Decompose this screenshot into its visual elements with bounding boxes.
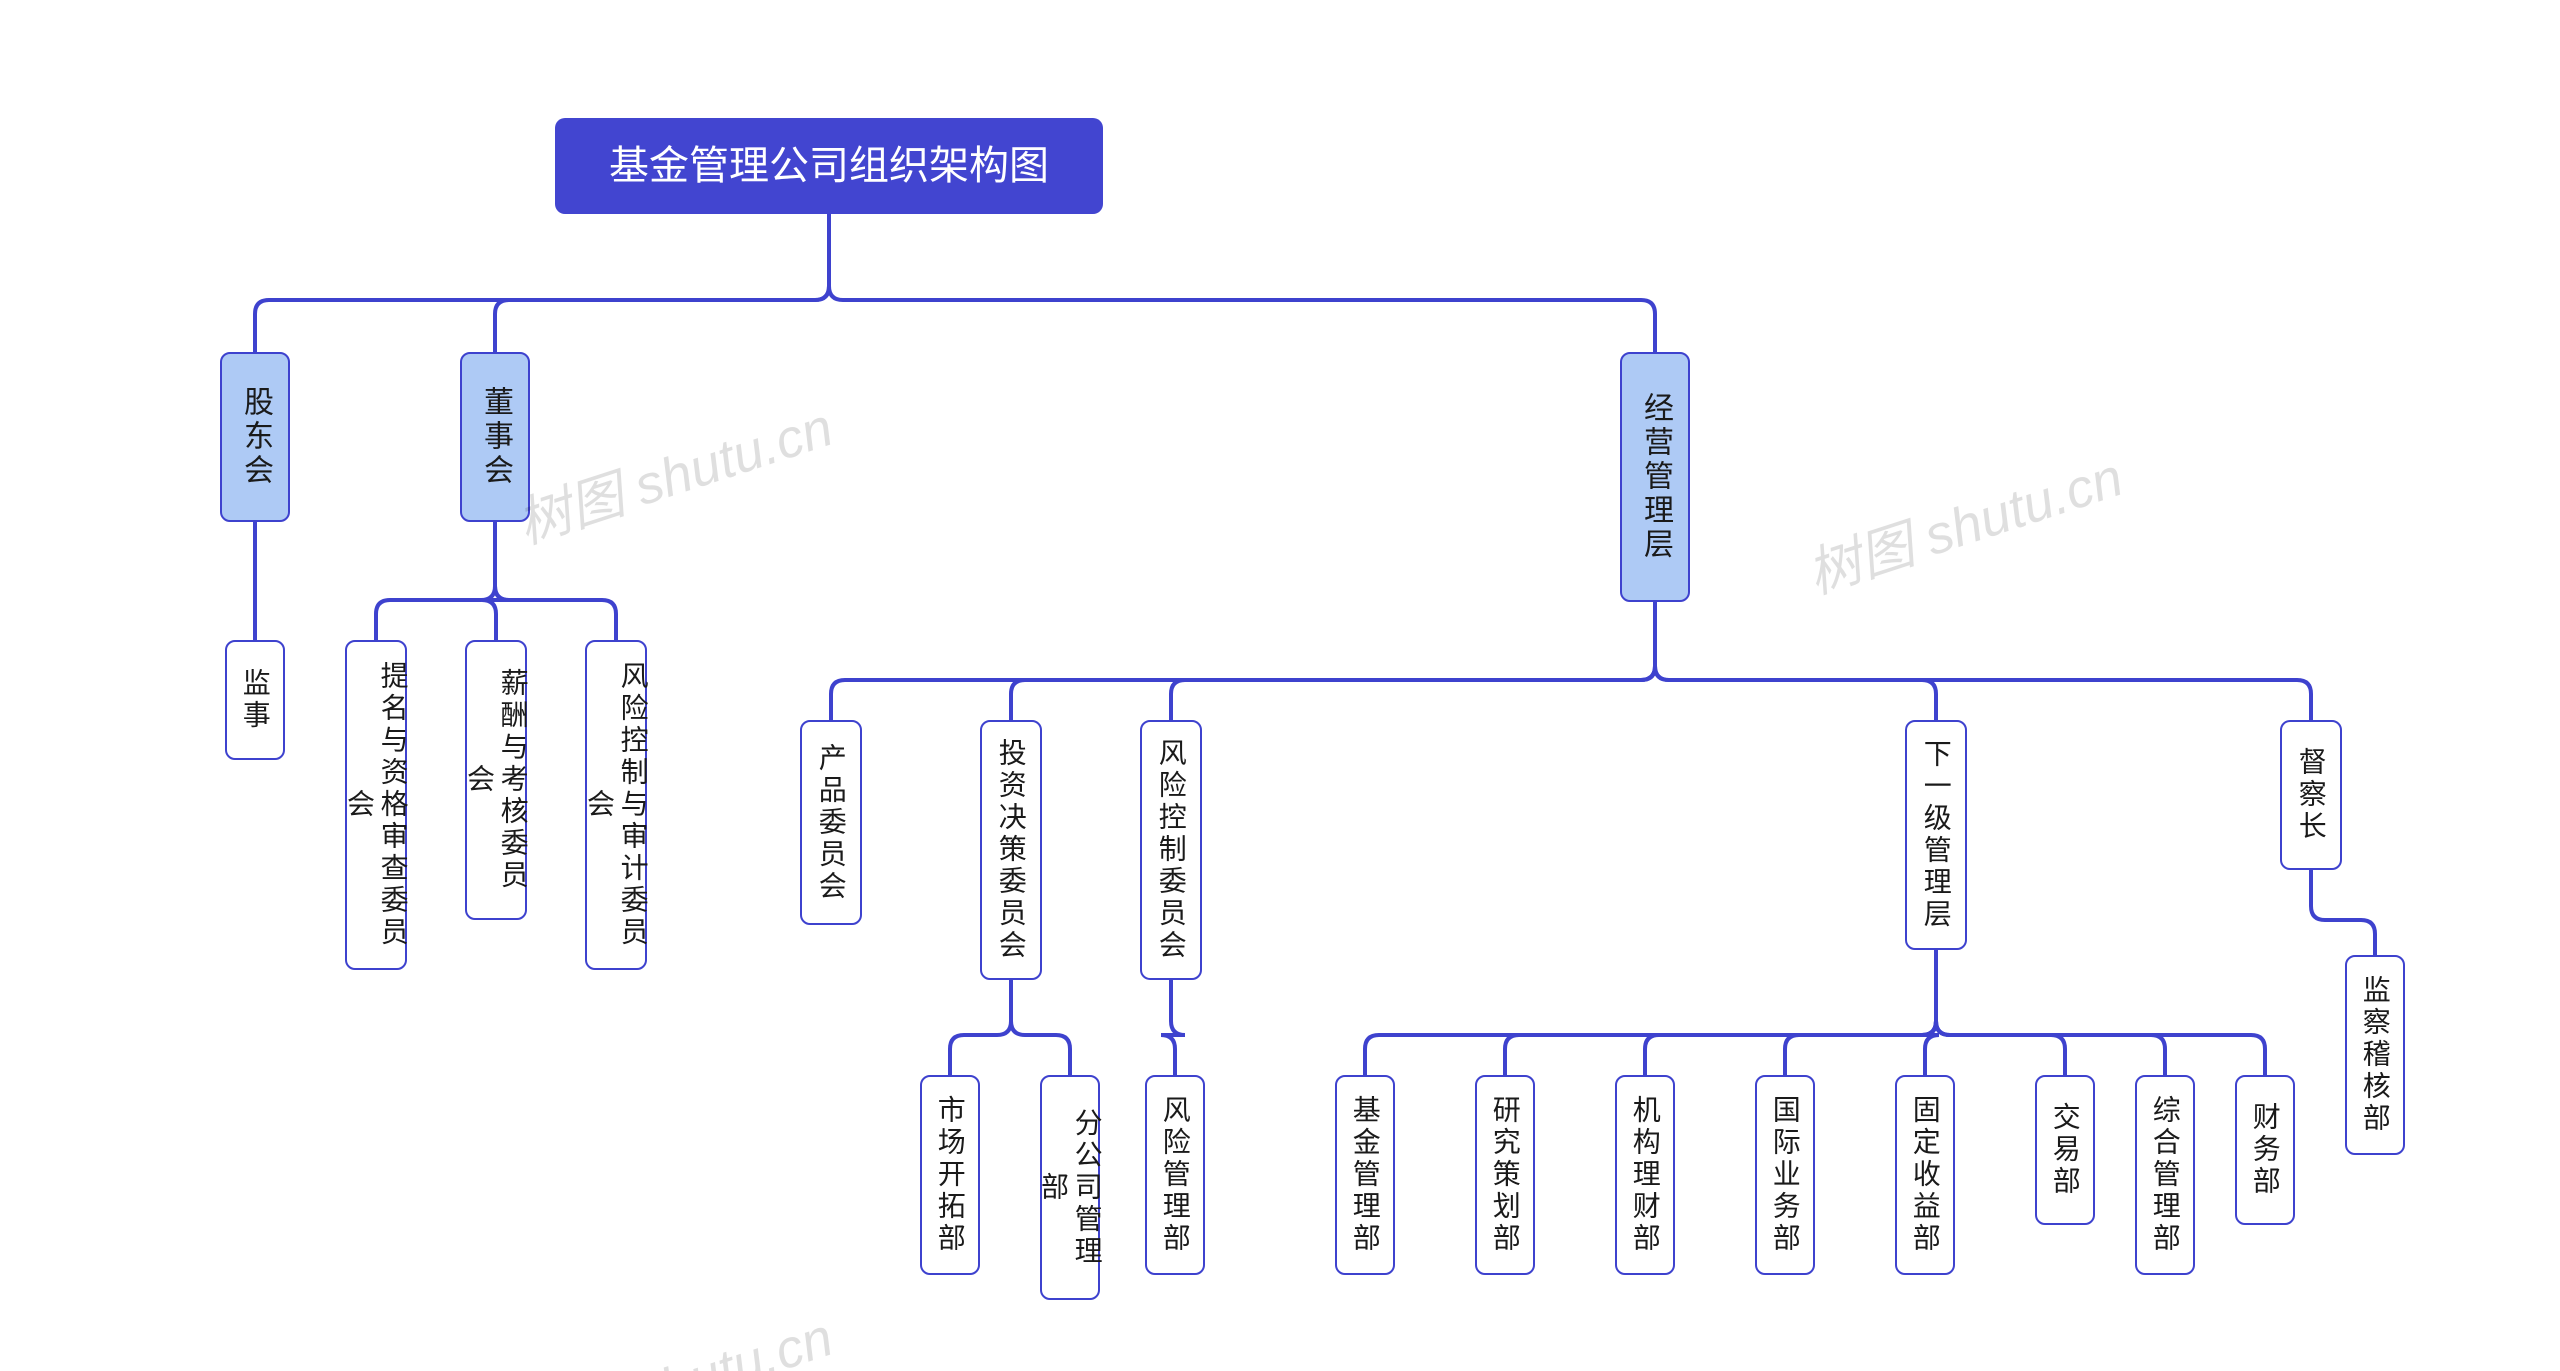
- edge-n3-n3_2: [1011, 602, 1655, 720]
- org-node-n3_4_3[interactable]: 机构理财部: [1615, 1075, 1675, 1275]
- org-node-n3_5[interactable]: 督察长: [2280, 720, 2342, 870]
- edge-n3_4-n3_4_7: [1936, 950, 2165, 1075]
- org-node-n2_2[interactable]: 薪酬与考核委员会: [465, 640, 527, 920]
- org-node-n3_4_1[interactable]: 基金管理部: [1335, 1075, 1395, 1275]
- org-node-n3_5_1[interactable]: 监察稽核部: [2345, 955, 2405, 1155]
- org-node-n3_4[interactable]: 下一级管理层: [1905, 720, 1967, 950]
- org-node-n1[interactable]: 股东会: [220, 352, 290, 522]
- edge-n3_2-n3_2_2: [1011, 980, 1070, 1075]
- edge-n3-n3_4: [1655, 602, 1936, 720]
- org-node-n3_4_7[interactable]: 综合管理部: [2135, 1075, 2195, 1275]
- org-node-n3_4_6[interactable]: 交易部: [2035, 1075, 2095, 1225]
- edge-root-n3: [829, 214, 1655, 352]
- org-node-n3_1[interactable]: 产品委员会: [800, 720, 862, 925]
- org-node-n3_4_5[interactable]: 固定收益部: [1895, 1075, 1955, 1275]
- edge-root-n2: [495, 214, 829, 352]
- edge-n3_4-n3_4_2: [1505, 950, 1936, 1075]
- org-node-n2_1[interactable]: 提名与资格审查委员会: [345, 640, 407, 970]
- edge-n3_4-n3_4_6: [1936, 950, 2065, 1075]
- edge-n3_4-n3_4_1: [1365, 950, 1936, 1075]
- org-node-n3_3[interactable]: 风险控制委员会: [1140, 720, 1202, 980]
- edge-n3_5-n3_5_1: [2311, 870, 2375, 955]
- edge-n3_2-n3_2_1: [950, 980, 1011, 1075]
- edge-n2-n2_3: [495, 522, 616, 640]
- edge-n3_4-n3_4_4: [1785, 950, 1936, 1075]
- edge-n3_4-n3_4_8: [1936, 950, 2265, 1075]
- edge-n3-n3_1: [831, 602, 1655, 720]
- org-node-root[interactable]: 基金管理公司组织架构图: [555, 118, 1103, 214]
- org-node-n3_4_4[interactable]: 国际业务部: [1755, 1075, 1815, 1275]
- edge-n3-n3_3: [1171, 602, 1655, 720]
- edge-root-n1: [255, 214, 829, 352]
- org-node-n3_4_2[interactable]: 研究策划部: [1475, 1075, 1535, 1275]
- org-node-n2[interactable]: 董事会: [460, 352, 530, 522]
- org-node-n3_2_1[interactable]: 市场开拓部: [920, 1075, 980, 1275]
- org-node-n2_3[interactable]: 风险控制与审计委员会: [585, 640, 647, 970]
- edge-n2-n2_1: [376, 522, 495, 640]
- edge-n3_3-n3_3_1: [1161, 980, 1185, 1075]
- org-node-n3[interactable]: 经营管理层: [1620, 352, 1690, 602]
- org-node-n3_2[interactable]: 投资决策委员会: [980, 720, 1042, 980]
- org-node-n3_3_1[interactable]: 风险管理部: [1145, 1075, 1205, 1275]
- edge-n3_4-n3_4_3: [1645, 950, 1936, 1075]
- org-node-n1_1[interactable]: 监事: [225, 640, 285, 760]
- org-node-n3_2_2[interactable]: 分公司管理部: [1040, 1075, 1100, 1300]
- org-node-n3_4_8[interactable]: 财务部: [2235, 1075, 2295, 1225]
- edge-n3-n3_5: [1655, 602, 2311, 720]
